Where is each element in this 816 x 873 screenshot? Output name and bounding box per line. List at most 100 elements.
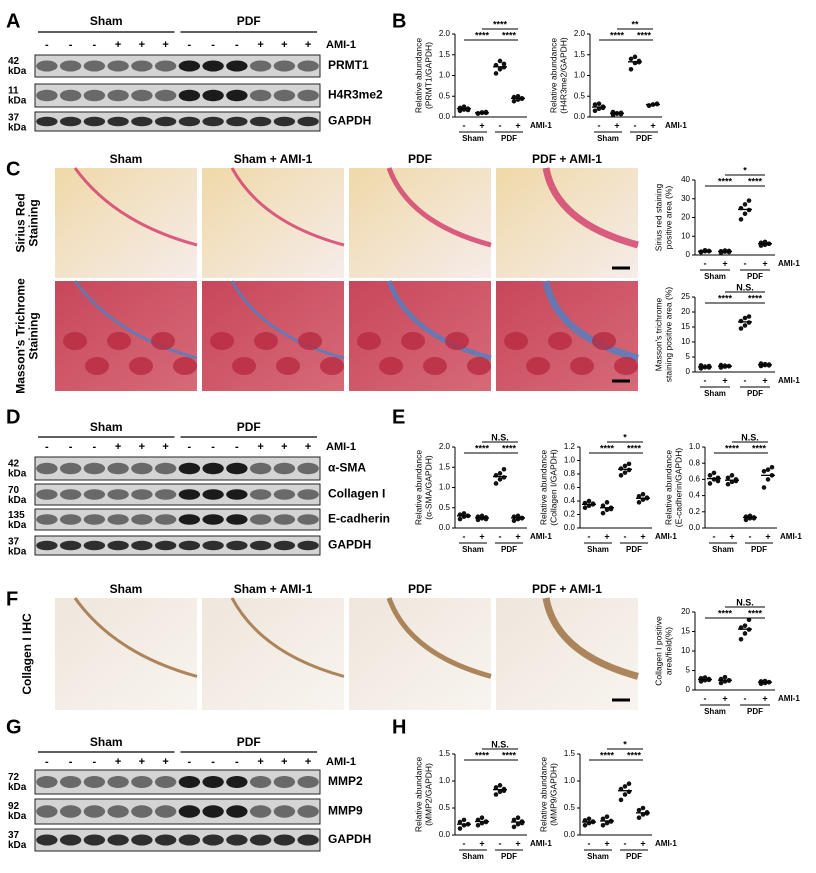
significance-label: *: [623, 432, 627, 442]
y-tick-label: 0.0: [564, 830, 576, 839]
treatment-label: AMI-1: [326, 756, 356, 768]
group-label: PDF: [237, 420, 261, 434]
lane-sign: +: [257, 441, 263, 453]
y-tick-label: 0.0: [439, 523, 451, 532]
kda-size: 135: [8, 510, 25, 521]
y-tick-label: 5: [686, 666, 691, 675]
protein-name: E-cadherin: [328, 512, 390, 526]
data-point: [626, 461, 632, 467]
data-point: [722, 248, 728, 253]
x-tick-label: +: [722, 375, 727, 385]
lane-sign: +: [305, 756, 311, 768]
kda-size: 37: [8, 112, 20, 123]
treatment-label: AMI-1: [326, 39, 356, 51]
tissue-edge: [73, 280, 198, 360]
y-tick-label: 0.5: [574, 91, 586, 100]
kda-unit: kDa: [8, 782, 27, 793]
y-axis-label: Relative abundance: [548, 38, 558, 113]
blot-band: [178, 89, 201, 102]
data-point: [738, 637, 744, 642]
data-point: [493, 792, 499, 797]
y-tick-label: 0.5: [439, 91, 451, 100]
group-label: Sham: [704, 389, 726, 398]
y-tick-label: 0.5: [439, 803, 451, 812]
blot-strip: [34, 54, 321, 78]
blot-band: [59, 805, 82, 818]
data-point: [761, 485, 767, 490]
blot-band: [154, 514, 177, 525]
group-label: Sham: [462, 545, 484, 554]
y-tick-label: 0.4: [689, 491, 701, 500]
data-point: [626, 781, 632, 786]
y-axis-label: (MMP2/GAPDH): [423, 763, 433, 826]
blot-band: [226, 89, 248, 102]
blot-band: [59, 834, 82, 846]
significance-label: ****: [718, 293, 733, 303]
treatment-label: AMI-1: [780, 532, 802, 541]
data-point: [738, 326, 744, 331]
y-axis-label: Relative abundance: [413, 38, 423, 113]
data-point: [461, 104, 467, 109]
data-point: [626, 467, 632, 473]
kda-size: 72: [8, 772, 20, 783]
y-tick-label: 1.5: [564, 749, 576, 758]
group-label: Sham: [587, 852, 609, 861]
lane-sign: -: [235, 756, 239, 768]
x-tick-label: +: [722, 693, 727, 703]
data-point: [479, 815, 485, 821]
muscle-fiber: [63, 332, 87, 350]
lane-sign: -: [45, 39, 49, 51]
data-point: [511, 817, 517, 823]
x-tick-label: -: [588, 838, 591, 848]
blot-strip: [34, 769, 321, 795]
treatment-label: AMI-1: [326, 441, 356, 453]
x-tick-label: -: [499, 531, 502, 541]
y-tick-label: 0.2: [564, 510, 576, 519]
data-point: [632, 54, 638, 60]
data-point: [636, 493, 642, 499]
data-point: [461, 511, 467, 516]
significance-label: ****: [725, 443, 740, 453]
micrograph: [202, 168, 344, 278]
blot-band: [83, 776, 106, 788]
x-tick-label: -: [463, 120, 466, 130]
treatment-label: AMI-1: [665, 121, 687, 130]
data-point: [515, 93, 521, 99]
y-tick-label: 40: [681, 175, 690, 184]
blot-band: [131, 116, 153, 127]
data-point: [461, 817, 467, 823]
data-point: [707, 473, 713, 478]
significance-label: ****: [627, 750, 642, 760]
significance-label: N.S.: [491, 739, 509, 749]
x-tick-label: +: [614, 120, 619, 130]
blot-band: [36, 805, 58, 818]
blot-band: [273, 116, 296, 127]
data-point: [604, 814, 610, 819]
panel-letter: F: [6, 588, 18, 610]
x-tick-label: +: [765, 531, 770, 541]
y-tick-label: 0: [686, 250, 691, 259]
x-tick-label: -: [624, 838, 627, 848]
blot-band: [59, 489, 82, 500]
x-tick-label: +: [604, 531, 609, 541]
blot-band: [131, 89, 153, 102]
data-point: [718, 680, 724, 686]
x-tick-label: +: [762, 375, 767, 385]
x-tick-label: +: [479, 531, 484, 541]
y-tick-label: 2.0: [439, 29, 451, 38]
blot-band: [59, 89, 82, 102]
kda-size: 42: [8, 56, 20, 67]
x-tick-label: +: [515, 531, 520, 541]
protein-name: H4R3me2: [328, 88, 383, 102]
blot-band: [249, 776, 272, 788]
lane-sign: -: [235, 441, 239, 453]
blot-band: [83, 116, 106, 127]
x-tick-label: -: [744, 258, 747, 268]
data-point: [743, 514, 749, 519]
group-label: Sham: [587, 545, 609, 554]
data-point: [501, 61, 507, 67]
data-point: [604, 500, 610, 505]
y-tick-label: 25: [681, 292, 690, 301]
y-axis-label: (MMP9/GAPDH): [548, 763, 558, 826]
y-tick-label: 20: [681, 607, 690, 616]
